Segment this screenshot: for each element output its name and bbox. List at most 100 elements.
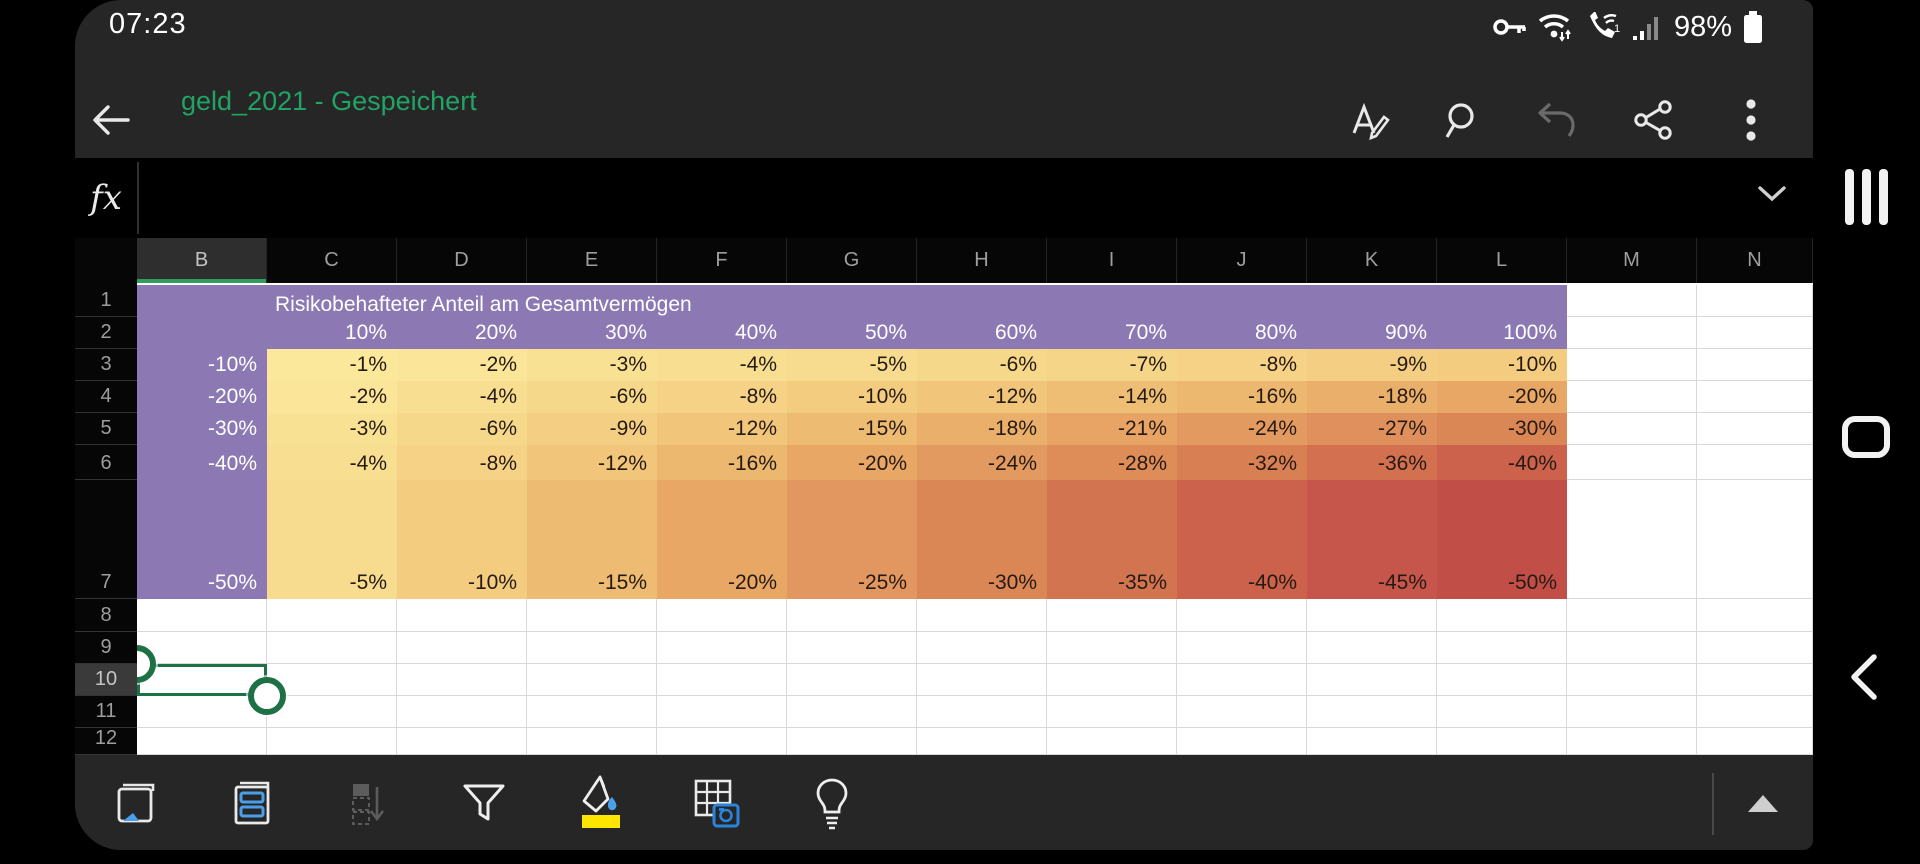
cell-B12[interactable] <box>137 728 267 755</box>
cell-G10[interactable] <box>787 664 917 696</box>
cell-J9[interactable] <box>1177 632 1307 664</box>
cell-D2[interactable]: 20% <box>397 317 527 349</box>
row-header-5[interactable]: 5 <box>75 413 137 445</box>
row-header-10[interactable]: 10 <box>75 664 137 696</box>
cell-B6[interactable]: -40% <box>137 445 267 480</box>
cell-F1[interactable] <box>657 285 787 317</box>
cell-N11[interactable] <box>1697 696 1813 728</box>
cell-F3[interactable]: -4% <box>657 349 787 381</box>
cell-C10[interactable] <box>267 664 397 696</box>
cell-J3[interactable]: -8% <box>1177 349 1307 381</box>
cell-D11[interactable] <box>397 696 527 728</box>
row-header-7[interactable]: 7 <box>75 480 137 599</box>
cell-M3[interactable] <box>1567 349 1697 381</box>
back-button[interactable] <box>1846 652 1882 702</box>
cell-G3[interactable]: -5% <box>787 349 917 381</box>
cell-N5[interactable] <box>1697 413 1813 445</box>
cell-I11[interactable] <box>1047 696 1177 728</box>
cell-K10[interactable] <box>1307 664 1437 696</box>
cell-J4[interactable]: -16% <box>1177 381 1307 413</box>
fill-color-icon[interactable] <box>572 773 630 835</box>
cell-E10[interactable] <box>527 664 657 696</box>
cell-H12[interactable] <box>917 728 1047 755</box>
cell-E4[interactable]: -6% <box>527 381 657 413</box>
row-header-6[interactable]: 6 <box>75 445 137 480</box>
home-button[interactable] <box>1842 416 1890 458</box>
cell-F10[interactable] <box>657 664 787 696</box>
cell-C6[interactable]: -4% <box>267 445 397 480</box>
selection-handle-top-left[interactable] <box>137 645 156 683</box>
cell-H10[interactable] <box>917 664 1047 696</box>
column-header-D[interactable]: D <box>397 238 527 283</box>
cell-I7[interactable]: -35% <box>1047 480 1177 599</box>
column-header-K[interactable]: K <box>1307 238 1437 283</box>
cell-C9[interactable] <box>267 632 397 664</box>
cell-F9[interactable] <box>657 632 787 664</box>
cell-F4[interactable]: -8% <box>657 381 787 413</box>
row-header-1[interactable]: 1 <box>75 285 137 317</box>
cell-J5[interactable]: -24% <box>1177 413 1307 445</box>
row-header-2[interactable]: 2 <box>75 317 137 349</box>
cell-M6[interactable] <box>1567 445 1697 480</box>
cell-F5[interactable]: -12% <box>657 413 787 445</box>
cell-D7[interactable]: -10% <box>397 480 527 599</box>
cell-M5[interactable] <box>1567 413 1697 445</box>
cell-N10[interactable] <box>1697 664 1813 696</box>
cell-K2[interactable]: 90% <box>1307 317 1437 349</box>
cell-M1[interactable] <box>1567 285 1697 317</box>
cell-M11[interactable] <box>1567 696 1697 728</box>
column-header-N[interactable]: N <box>1697 238 1813 283</box>
cell-L12[interactable] <box>1437 728 1567 755</box>
cell-N3[interactable] <box>1697 349 1813 381</box>
cell-H11[interactable] <box>917 696 1047 728</box>
cell-G2[interactable]: 50% <box>787 317 917 349</box>
cell-C2[interactable]: 10% <box>267 317 397 349</box>
cell-I8[interactable] <box>1047 599 1177 632</box>
cell-K8[interactable] <box>1307 599 1437 632</box>
cell-G6[interactable]: -20% <box>787 445 917 480</box>
format-pen-icon[interactable] <box>1347 98 1391 142</box>
cell-J11[interactable] <box>1177 696 1307 728</box>
cell-I1[interactable] <box>1047 285 1177 317</box>
cell-L9[interactable] <box>1437 632 1567 664</box>
cell-D1[interactable] <box>397 285 527 317</box>
row-header-11[interactable]: 11 <box>75 696 137 728</box>
cell-F7[interactable]: -20% <box>657 480 787 599</box>
cell-C1[interactable] <box>267 285 397 317</box>
cell-B8[interactable] <box>137 599 267 632</box>
column-header-J[interactable]: J <box>1177 238 1307 283</box>
cell-C4[interactable]: -2% <box>267 381 397 413</box>
expand-up-triangle-icon[interactable] <box>1739 779 1787 827</box>
cell-H2[interactable]: 60% <box>917 317 1047 349</box>
sheet-pen-icon[interactable] <box>109 773 167 835</box>
cell-L7[interactable]: -50% <box>1437 480 1567 599</box>
column-header-H[interactable]: H <box>917 238 1047 283</box>
cell-F8[interactable] <box>657 599 787 632</box>
data-from-picture-icon[interactable] <box>688 773 746 835</box>
cell-B9[interactable] <box>137 632 267 664</box>
cell-C3[interactable]: -1% <box>267 349 397 381</box>
cell-N7[interactable] <box>1697 480 1813 599</box>
cell-K11[interactable] <box>1307 696 1437 728</box>
cell-E2[interactable]: 30% <box>527 317 657 349</box>
column-header-B[interactable]: B <box>137 238 267 283</box>
cell-D10[interactable] <box>397 664 527 696</box>
cell-M7[interactable] <box>1567 480 1697 599</box>
back-arrow-icon[interactable] <box>89 98 133 142</box>
cell-M2[interactable] <box>1567 317 1697 349</box>
cell-B3[interactable]: -10% <box>137 349 267 381</box>
column-header-G[interactable]: G <box>787 238 917 283</box>
cell-D3[interactable]: -2% <box>397 349 527 381</box>
cell-D9[interactable] <box>397 632 527 664</box>
cell-J12[interactable] <box>1177 728 1307 755</box>
column-header-F[interactable]: F <box>657 238 787 283</box>
cell-L2[interactable]: 100% <box>1437 317 1567 349</box>
column-header-L[interactable]: L <box>1437 238 1567 283</box>
cell-J6[interactable]: -32% <box>1177 445 1307 480</box>
row-header-4[interactable]: 4 <box>75 381 137 413</box>
cell-I5[interactable]: -21% <box>1047 413 1177 445</box>
cell-G4[interactable]: -10% <box>787 381 917 413</box>
cell-L10[interactable] <box>1437 664 1567 696</box>
recents-button[interactable] <box>1838 168 1894 226</box>
cell-M4[interactable] <box>1567 381 1697 413</box>
